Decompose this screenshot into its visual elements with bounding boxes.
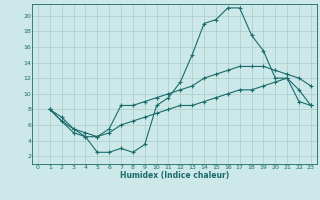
- X-axis label: Humidex (Indice chaleur): Humidex (Indice chaleur): [120, 171, 229, 180]
